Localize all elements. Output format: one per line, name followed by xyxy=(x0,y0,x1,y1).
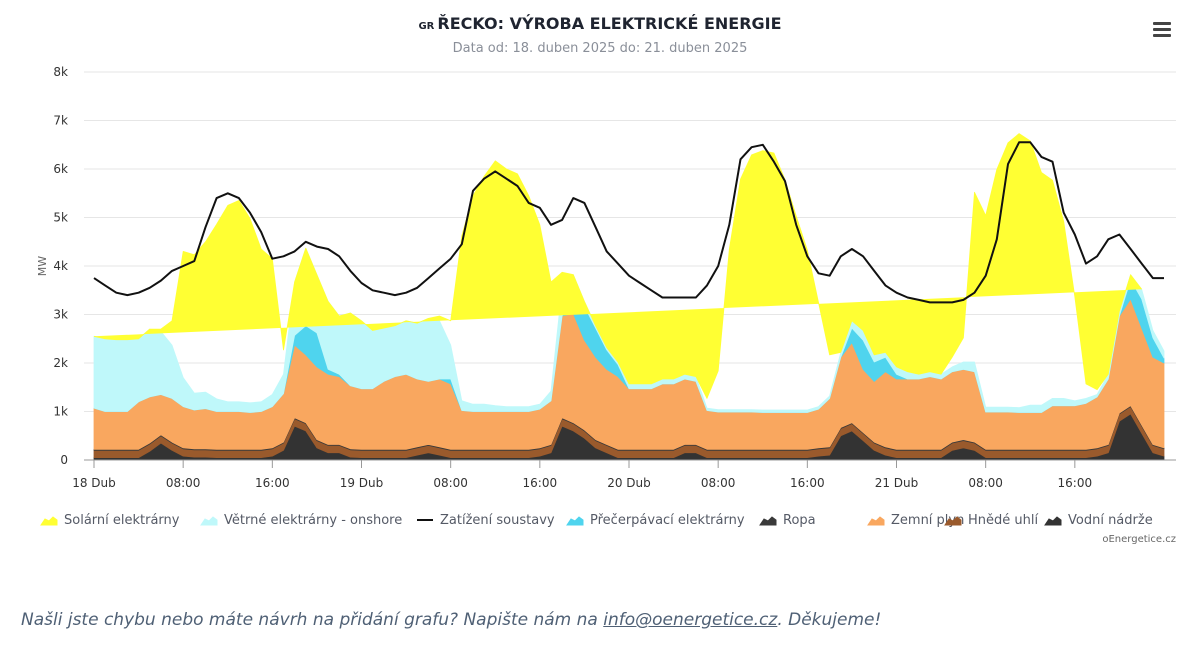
chart-title-text: ŘECKO: VÝROBA ELEKTRICKÉ ENERGIE xyxy=(437,14,782,33)
legend-area-symbol xyxy=(200,516,218,526)
legend-label: Zatížení soustavy xyxy=(440,512,555,528)
footer-text: Našli jste chybu nebo máte návrh na přid… xyxy=(21,610,604,630)
legend-label: Větrné elektrárny - onshore xyxy=(224,512,403,528)
area-vetrne-elektrarny-onshore xyxy=(93,247,1165,413)
footer-text-end: . Děkujeme! xyxy=(777,610,882,630)
flag-code: GR xyxy=(418,21,435,32)
legend-label: Vodní nádrže xyxy=(1068,512,1153,528)
legend-item[interactable]: Přečerpávací elektrárny xyxy=(566,510,745,530)
legend-item[interactable]: Vodní nádrže xyxy=(1044,510,1153,530)
legend-area-symbol xyxy=(566,516,584,526)
legend-label: Hnědé uhlí xyxy=(968,512,1039,528)
legend-label: Přečerpávací elektrárny xyxy=(590,512,745,528)
legend-item[interactable]: Větrné elektrárny - onshore xyxy=(200,510,402,530)
y-tick-label: 2k xyxy=(53,356,68,370)
y-tick-label: 1k xyxy=(53,405,68,419)
legend-item[interactable]: Zatížení soustavy xyxy=(416,510,555,530)
y-tick-label: 8k xyxy=(53,65,68,79)
legend-area-symbol xyxy=(1044,516,1062,526)
x-tick-label: 16:00 xyxy=(1058,476,1093,490)
x-tick-label: 19 Dub xyxy=(340,476,384,490)
x-tick-label: 08:00 xyxy=(968,476,1003,490)
hamburger-menu-icon[interactable] xyxy=(1150,20,1174,42)
x-tick-label: 08:00 xyxy=(166,476,201,490)
y-tick-label: 4k xyxy=(53,259,68,273)
legend-line-symbol xyxy=(417,519,433,521)
chart-legend: Solární elektrárny Větrné elektrárny - on… xyxy=(40,510,1180,530)
x-tick-label: 16:00 xyxy=(790,476,825,490)
chart-plot: 0 1k 2k 3k 4k 5k 6k 7k 8k MW 18 Dub 08:00 16:00 19 Du… xyxy=(36,65,1176,490)
y-axis-label: MW xyxy=(36,256,49,276)
stacked-areas xyxy=(93,133,1165,461)
x-tick-label: 08:00 xyxy=(701,476,736,490)
legend-area-symbol xyxy=(944,516,962,526)
footer-note: Našli jste chybu nebo máte návrh na přid… xyxy=(21,610,881,630)
legend-item[interactable]: Hnědé uhlí xyxy=(944,510,1038,530)
y-tick-label: 6k xyxy=(53,162,68,176)
load-line xyxy=(93,141,1164,304)
legend-item[interactable]: Ropa xyxy=(759,510,816,530)
footer-email-link[interactable]: info@oenergetice.cz xyxy=(603,610,778,630)
x-tick-label: 16:00 xyxy=(523,476,558,490)
chart-title: GR ŘECKO: VÝROBA ELEKTRICKÉ ENERGIE xyxy=(0,14,1200,33)
legend-label: Solární elektrárny xyxy=(64,512,180,528)
y-tick-label: 0 xyxy=(60,453,68,467)
x-tick-label: 20 Dub xyxy=(607,476,651,490)
area-solarni-elektrarny xyxy=(93,133,1143,399)
chart-subtitle: Data od: 18. duben 2025 do: 21. duben 20… xyxy=(452,41,748,56)
line-zatizeni-soustavy xyxy=(93,141,1164,304)
legend-label: Ropa xyxy=(783,512,816,528)
x-tick-label: 18 Dub xyxy=(72,476,116,490)
x-tick-label: 16:00 xyxy=(255,476,290,490)
y-tick-label: 3k xyxy=(53,308,68,322)
axes: 0 1k 2k 3k 4k 5k 6k 7k 8k MW 18 Dub 08:00 16:00 19 Du… xyxy=(36,65,1176,490)
legend-item[interactable]: Solární elektrárny xyxy=(40,510,179,530)
x-tick-label: 08:00 xyxy=(433,476,468,490)
x-tick-label: 21 Dub xyxy=(875,476,919,490)
legend-area-symbol xyxy=(759,516,777,526)
legend-area-symbol xyxy=(40,516,58,526)
y-tick-label: 7k xyxy=(53,114,68,128)
credit-label: oEnergetice.cz xyxy=(1102,534,1176,545)
legend-area-symbol xyxy=(867,516,885,526)
y-tick-label: 5k xyxy=(53,211,68,225)
